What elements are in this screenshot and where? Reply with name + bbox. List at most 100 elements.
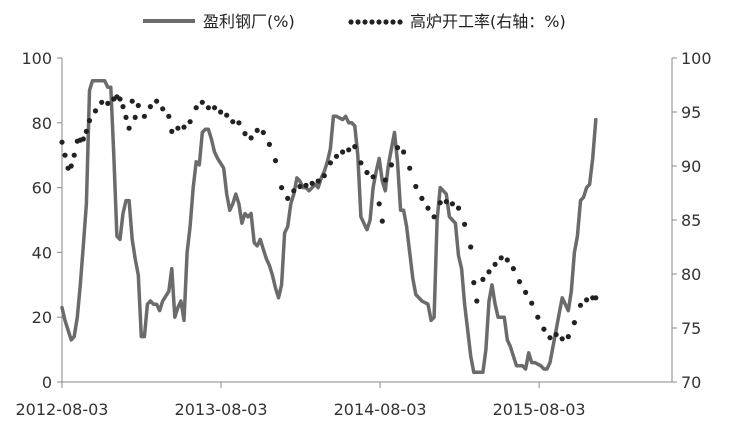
series-point-blast-furnace-rate — [529, 300, 535, 306]
series-point-blast-furnace-rate — [388, 162, 394, 168]
series-point-blast-furnace-rate — [59, 139, 65, 145]
series-point-blast-furnace-rate — [437, 200, 443, 206]
series-point-blast-furnace-rate — [160, 106, 166, 112]
series-point-blast-furnace-rate — [352, 144, 358, 150]
series-point-blast-furnace-rate — [571, 320, 578, 326]
series-point-blast-furnace-rate — [340, 149, 346, 155]
series-point-blast-furnace-rate — [224, 112, 230, 118]
series-point-blast-furnace-rate — [553, 331, 559, 338]
right-axis-tick-label: 95 — [681, 103, 701, 122]
series-point-blast-furnace-rate — [266, 141, 272, 147]
series-point-blast-furnace-rate — [541, 326, 547, 332]
series-point-blast-furnace-rate — [379, 218, 385, 224]
series-point-blast-furnace-rate — [62, 152, 68, 158]
series-point-blast-furnace-rate — [248, 135, 254, 141]
legend-dot — [390, 19, 396, 25]
series-point-blast-furnace-rate — [187, 119, 193, 125]
right-axis-tick-label: 100 — [681, 49, 712, 68]
left-axis-tick-label: 40 — [32, 243, 52, 262]
left-axis-tick-label: 20 — [32, 308, 52, 327]
x-axis-tick-label: 2015-08-03 — [493, 400, 586, 419]
series-point-blast-furnace-rate — [419, 195, 425, 201]
series-point-blast-furnace-rate — [309, 180, 315, 186]
series-point-blast-furnace-rate — [242, 131, 248, 137]
series-point-blast-furnace-rate — [285, 195, 291, 201]
legend-dot — [383, 19, 389, 25]
series-layer — [59, 78, 599, 375]
series-point-blast-furnace-rate — [498, 255, 504, 261]
left-axis-tick-label: 60 — [32, 179, 52, 198]
series-point-blast-furnace-rate — [135, 102, 141, 109]
legend-dot — [369, 19, 375, 25]
series-point-blast-furnace-rate — [129, 98, 135, 104]
series-point-blast-furnace-rate — [272, 158, 279, 164]
series-point-blast-furnace-rate — [199, 99, 205, 105]
right-axis-tick-label: 80 — [681, 265, 701, 284]
tick-labels: 0 20 40 60 80 100 70 75 80 85 90 95 100 2012-08-03 201… — [16, 49, 712, 419]
x-axis-tick-label: 2012-08-03 — [16, 400, 109, 419]
series-point-blast-furnace-rate — [80, 136, 86, 142]
series-point-blast-furnace-rate — [260, 129, 266, 136]
legend-label-blast-furnace-rate: 高炉开工率(右轴：%) — [410, 12, 566, 31]
series-point-blast-furnace-rate — [205, 105, 211, 111]
left-axis-tick-label: 100 — [21, 49, 52, 68]
series-point-blast-furnace-rate — [169, 128, 175, 134]
series-point-blast-furnace-rate — [407, 165, 413, 171]
series-point-blast-furnace-rate — [593, 295, 599, 301]
series-point-blast-furnace-rate — [455, 205, 462, 211]
series-point-blast-furnace-rate — [99, 99, 105, 105]
series-point-blast-furnace-rate — [577, 302, 584, 308]
series-point-blast-furnace-rate — [181, 124, 187, 130]
series-point-blast-furnace-rate — [193, 105, 199, 111]
series-point-blast-furnace-rate — [327, 160, 333, 166]
series-point-blast-furnace-rate — [364, 169, 370, 176]
series-point-blast-furnace-rate — [71, 152, 77, 158]
legend-label-profit-mills: 盈利钢厂(%) — [203, 12, 295, 31]
series-point-blast-furnace-rate — [462, 221, 468, 227]
series-point-blast-furnace-rate — [510, 266, 516, 272]
series-point-blast-furnace-rate — [230, 119, 236, 125]
x-axis-tick-label: 2013-08-03 — [175, 400, 268, 419]
series-point-blast-furnace-rate — [346, 147, 352, 153]
series-point-blast-furnace-rate — [315, 178, 321, 184]
series-point-blast-furnace-rate — [401, 149, 407, 155]
series-point-blast-furnace-rate — [486, 269, 492, 275]
series-point-blast-furnace-rate — [120, 104, 126, 110]
series-point-blast-furnace-rate — [370, 174, 376, 180]
series-point-blast-furnace-rate — [92, 108, 99, 114]
series-point-blast-furnace-rate — [117, 96, 123, 102]
series-point-blast-furnace-rate — [376, 201, 382, 207]
series-point-blast-furnace-rate — [86, 118, 93, 124]
series-point-blast-furnace-rate — [559, 336, 565, 342]
series-point-blast-furnace-rate — [565, 334, 571, 340]
series-point-blast-furnace-rate — [83, 128, 89, 134]
series-line-profit-mills — [60, 78, 598, 375]
series-point-blast-furnace-rate — [303, 182, 309, 188]
legend-dot — [362, 19, 368, 25]
series-point-blast-furnace-rate — [211, 105, 218, 111]
series-point-blast-furnace-rate — [382, 177, 388, 183]
series-point-blast-furnace-rate — [105, 100, 111, 106]
series-point-blast-furnace-rate — [358, 160, 364, 166]
series-point-blast-furnace-rate — [584, 297, 590, 303]
legend-dot — [376, 19, 382, 25]
series-point-blast-furnace-rate — [471, 280, 477, 286]
series-point-blast-furnace-rate — [492, 261, 498, 267]
series-point-blast-furnace-rate — [394, 145, 401, 151]
series-point-blast-furnace-rate — [535, 314, 541, 320]
series-point-blast-furnace-rate — [425, 205, 431, 211]
x-axis-tick-label: 2014-08-03 — [334, 400, 427, 419]
series-point-blast-furnace-rate — [321, 173, 327, 179]
series-point-blast-furnace-rate — [154, 98, 160, 104]
series-point-blast-furnace-rate — [468, 244, 474, 250]
series-point-blast-furnace-rate — [516, 279, 523, 285]
series-point-blast-furnace-rate — [413, 183, 419, 190]
right-axis-tick-label: 90 — [681, 157, 701, 176]
series-point-blast-furnace-rate — [449, 201, 455, 207]
series-point-blast-furnace-rate — [166, 113, 172, 119]
series-point-blast-furnace-rate — [504, 257, 510, 263]
series-point-blast-furnace-rate — [254, 127, 260, 133]
axes — [57, 57, 677, 388]
legend-dotted-swatch — [348, 19, 403, 25]
series-point-blast-furnace-rate — [175, 125, 181, 131]
